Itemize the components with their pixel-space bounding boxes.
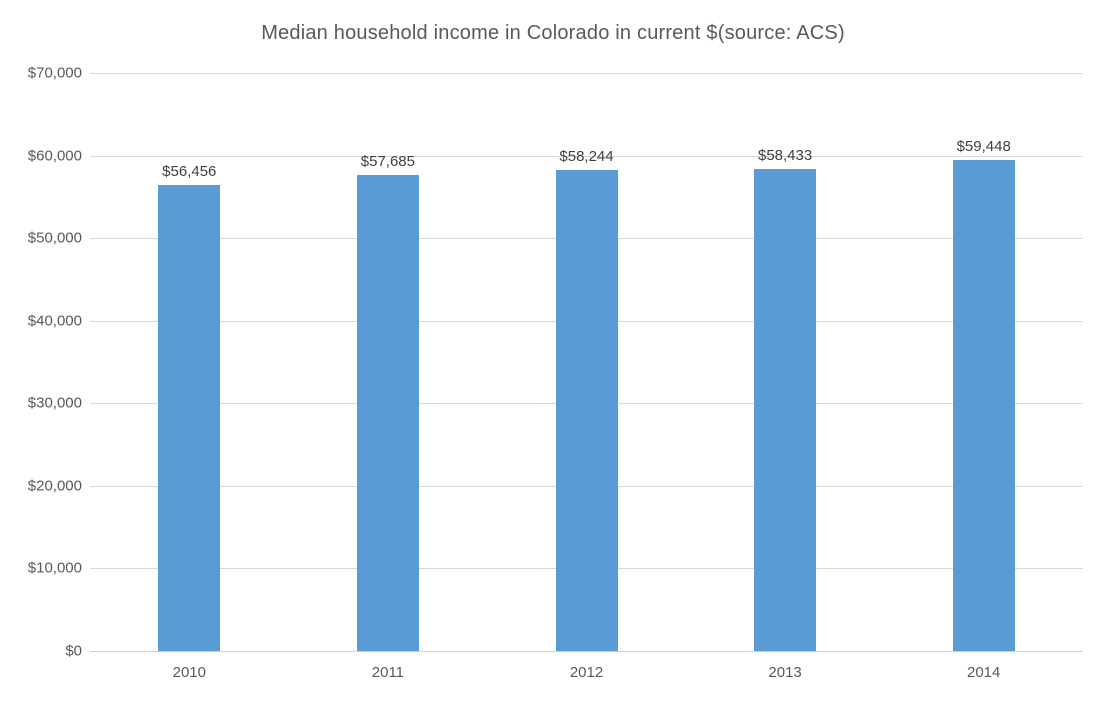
bar (555, 170, 618, 651)
chart-title: Median household income in Colorado in c… (261, 22, 845, 44)
y-axis-tick-label: $50,000 (27, 229, 82, 247)
plot-area: $56,456 $57,685 $58,244 $58,433 $59,448 (90, 73, 1083, 652)
x-axis-tick-label: 2012 (569, 664, 604, 681)
y-axis-tick-label: $10,000 (27, 559, 82, 577)
x-axis-tick-label: 2013 (768, 664, 802, 681)
bar (356, 174, 419, 651)
bar (952, 160, 1015, 651)
bar (158, 184, 221, 651)
y-axis-tick-label: $60,000 (27, 147, 82, 165)
bar (754, 168, 817, 651)
gridline (90, 155, 1083, 157)
y-axis-tick-label: $70,000 (27, 64, 82, 82)
y-axis-tick-label: $40,000 (27, 312, 82, 330)
x-axis: 2010 2011 2012 2013 2014 (90, 662, 1083, 688)
gridline (90, 73, 1083, 74)
bar-value-label: $59,448 (956, 138, 1011, 156)
x-axis-line (90, 651, 1083, 652)
bar-value-label: $57,685 (360, 152, 416, 170)
bar-value-label: $56,456 (162, 162, 217, 180)
bar-value-label: $58,433 (757, 146, 813, 164)
x-axis-tick-label: 2011 (371, 664, 405, 681)
bar-value-label: $58,244 (559, 148, 614, 166)
y-axis-tick-label: $30,000 (27, 394, 82, 412)
y-axis-tick-label: $20,000 (27, 477, 82, 495)
y-axis-tick-label: $0 (65, 642, 82, 660)
y-axis: $70,000 $60,000 $50,000 $40,000 $30,000 $20,0… (0, 65, 82, 660)
x-axis-tick-label: 2010 (172, 664, 206, 681)
x-axis-tick-label: 2014 (967, 664, 1001, 681)
